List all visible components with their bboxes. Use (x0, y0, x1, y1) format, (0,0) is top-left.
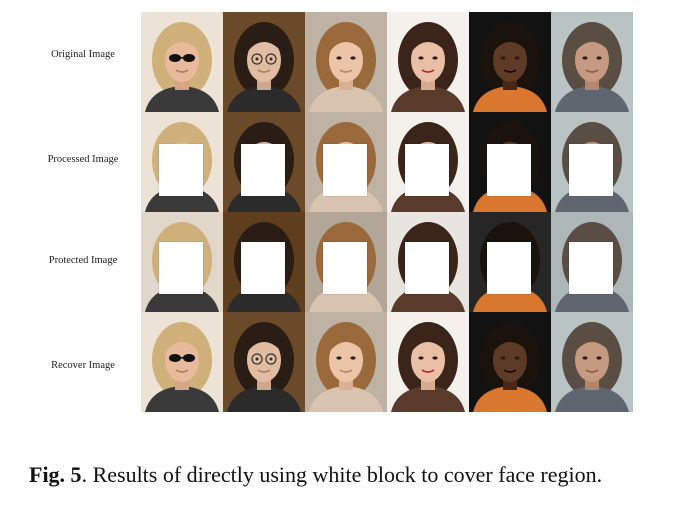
photo-boy-round-glasses-orig (223, 312, 305, 412)
photo-man-gray-suit-orig (551, 12, 633, 112)
row-label-processed: Processed Image (47, 154, 119, 165)
figure-caption: Fig. 5. Results of directly using white … (29, 460, 669, 490)
photo-woman-long-dark-hair-proc (387, 112, 469, 212)
photo-man-dark-bg-orig (469, 312, 551, 412)
photo-man-gray-suit-proc (551, 112, 633, 212)
row-label-recover: Recover Image (51, 360, 115, 371)
photo-woman-auburn-bob-orig (305, 312, 387, 412)
photo-woman-auburn-bob-orig (305, 12, 387, 112)
white-cover-block (405, 242, 449, 294)
photo-woman-long-dark-hair-prot (387, 212, 469, 312)
photo-woman-auburn-bob-proc (305, 112, 387, 212)
white-cover-block (487, 144, 531, 196)
white-cover-block (405, 144, 449, 196)
white-cover-block (323, 144, 367, 196)
image-grid (141, 12, 633, 412)
photo-man-dark-bg-prot (469, 212, 551, 312)
photo-man-dark-bg-orig (469, 12, 551, 112)
white-cover-block (569, 144, 613, 196)
photo-woman-auburn-bob-prot (305, 212, 387, 312)
caption-text: . Results of directly using white block … (81, 462, 603, 487)
photo-boy-round-glasses-prot (223, 212, 305, 312)
row-label-original: Original Image (51, 49, 115, 60)
photo-man-gray-suit-orig (551, 312, 633, 412)
white-cover-block (241, 242, 285, 294)
white-cover-block (323, 242, 367, 294)
white-cover-block (241, 144, 285, 196)
white-cover-block (569, 242, 613, 294)
white-cover-block (487, 242, 531, 294)
photo-man-gray-suit-prot (551, 212, 633, 312)
photo-woman-blonde-sunglasses-orig (141, 312, 223, 412)
photo-woman-long-dark-hair-orig (387, 12, 469, 112)
photo-man-dark-bg-proc (469, 112, 551, 212)
photo-boy-round-glasses-orig (223, 12, 305, 112)
white-cover-block (159, 242, 203, 294)
photo-woman-long-dark-hair-orig (387, 312, 469, 412)
figure-label: Fig. 5 (29, 462, 82, 487)
photo-woman-blonde-sunglasses-proc (141, 112, 223, 212)
white-cover-block (159, 144, 203, 196)
photo-woman-blonde-sunglasses-prot (141, 212, 223, 312)
photo-woman-blonde-sunglasses-orig (141, 12, 223, 112)
row-label-protected: Protected Image (48, 255, 118, 266)
photo-boy-round-glasses-proc (223, 112, 305, 212)
